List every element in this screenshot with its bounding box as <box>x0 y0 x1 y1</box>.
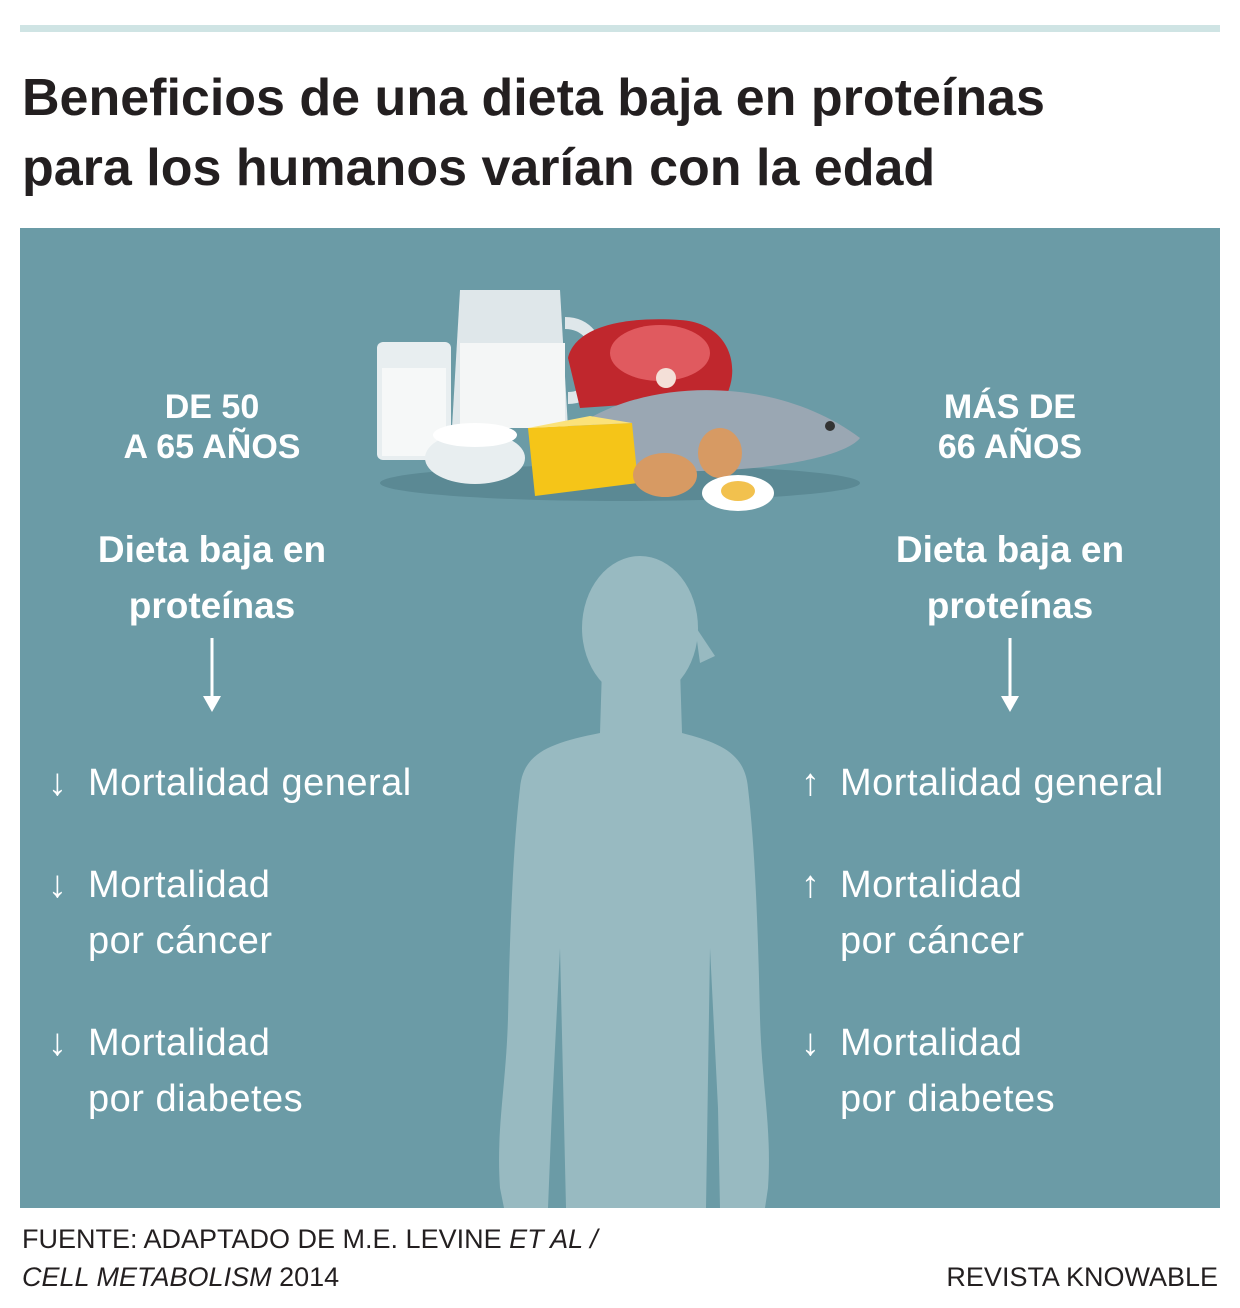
effect-arrow: ↓ <box>801 1022 821 1064</box>
arrow-icon <box>1001 638 1019 712</box>
effect-arrow: ↓ <box>48 762 68 804</box>
effect-label: Mortalidad <box>840 1022 1023 1064</box>
age-heading: 66 AÑOS <box>937 428 1083 466</box>
effect-label: Mortalidad <box>88 1022 271 1064</box>
title-line: para los humanos varían con la edad <box>22 139 936 197</box>
effect-label: por cáncer <box>840 920 1025 962</box>
age-heading: MÁS DE <box>943 388 1077 426</box>
source-text: ET AL / <box>509 1224 598 1254</box>
source-line: CELL METABOLISM 2014 <box>22 1264 339 1291</box>
effect-arrow: ↓ <box>48 864 68 906</box>
source-text: FUENTE: ADAPTADO DE M.E. LEVINE <box>22 1224 502 1254</box>
panel <box>20 228 1220 1208</box>
diet-label: Dieta baja en <box>97 529 327 570</box>
effect-arrow: ↑ <box>801 762 821 804</box>
diet-label: proteínas <box>128 585 296 626</box>
source-line: FUENTE: ADAPTADO DE M.E. LEVINE ET AL / <box>22 1226 598 1253</box>
effect-label: Mortalidad <box>88 864 271 906</box>
effect-label: Mortalidad general <box>840 762 1164 804</box>
diet-label: proteínas <box>926 585 1094 626</box>
down-arrow <box>200 638 224 714</box>
credit: REVISTA KNOWABLE <box>946 1262 1218 1292</box>
diet-label: Dieta baja en <box>895 529 1125 570</box>
down-arrow <box>998 638 1022 714</box>
age-heading: A 65 AÑOS <box>123 428 301 466</box>
source-text: 2014 <box>279 1262 340 1292</box>
effect-label: por diabetes <box>840 1078 1056 1120</box>
title-line: Beneficios de una dieta baja en proteína… <box>22 69 1045 127</box>
effect-label: por cáncer <box>88 920 273 962</box>
food-illustration <box>377 290 860 511</box>
top-rule <box>20 25 1220 32</box>
effect-label: por diabetes <box>88 1078 304 1120</box>
age-heading: DE 50 <box>164 388 260 426</box>
arrow-icon <box>203 638 221 712</box>
effect-label: Mortalidad <box>840 864 1023 906</box>
effect-arrow: ↓ <box>48 1022 68 1064</box>
source-text: CELL METABOLISM <box>22 1262 272 1292</box>
effect-arrow: ↑ <box>801 864 821 906</box>
silhouette <box>499 556 769 1208</box>
effect-label: Mortalidad general <box>88 762 412 804</box>
